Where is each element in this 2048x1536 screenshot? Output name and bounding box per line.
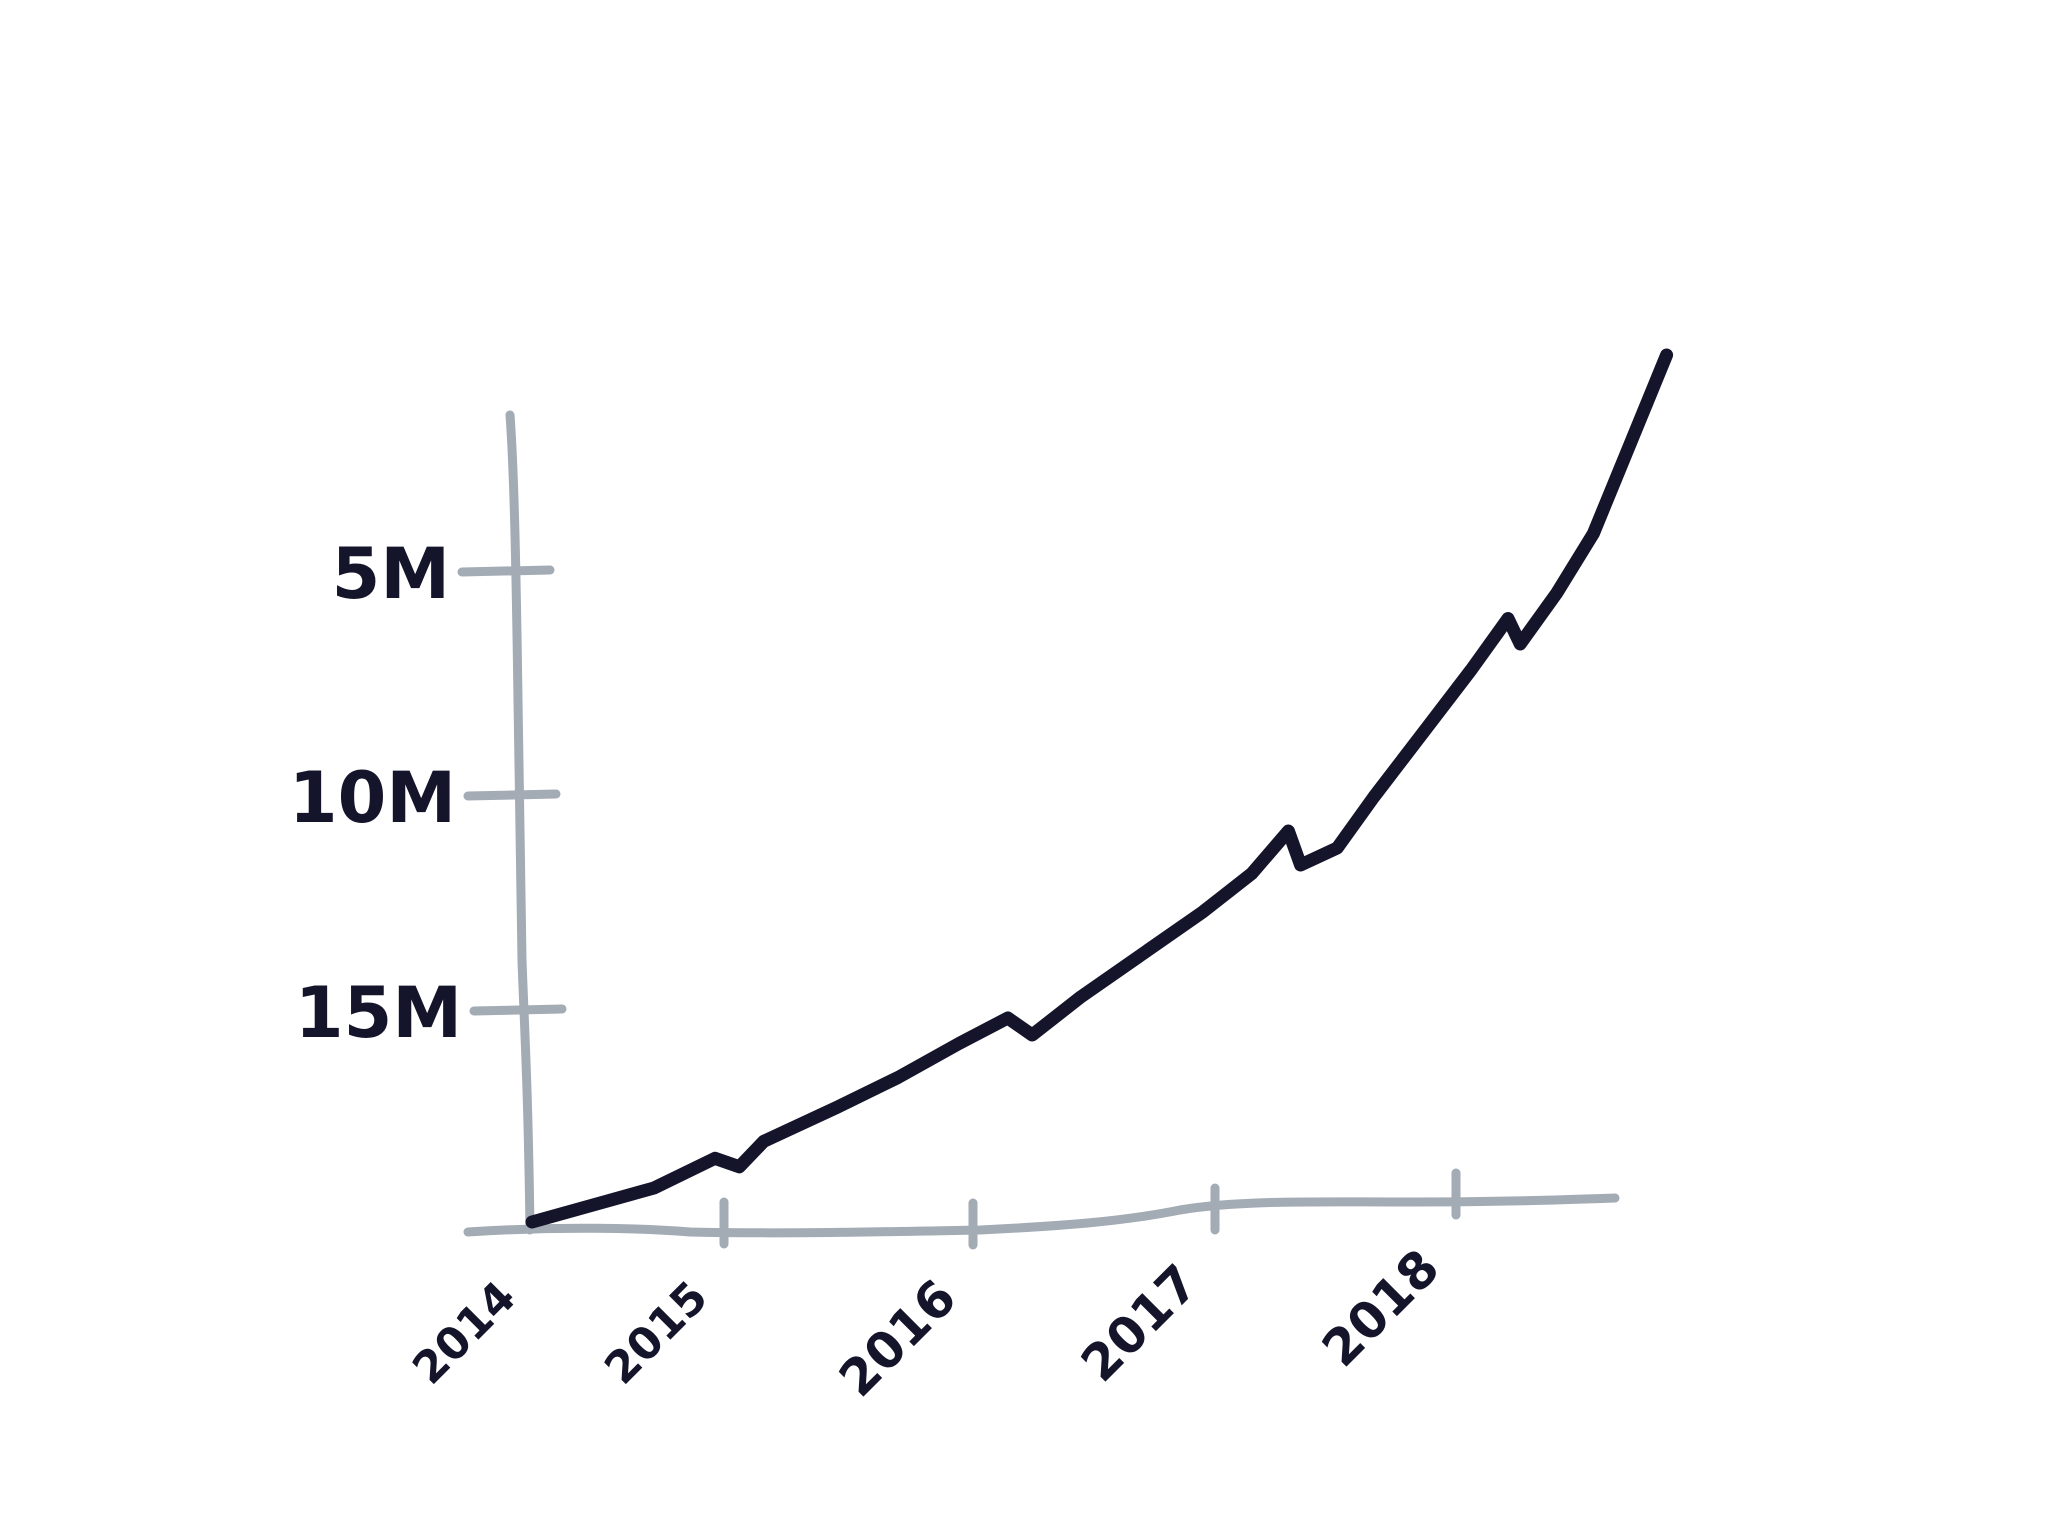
- chart-ticks: [457, 565, 1461, 1250]
- x-tick-label: 2015: [595, 1272, 718, 1395]
- y-tick-mark: [457, 565, 555, 577]
- y-tick-mark: [463, 789, 561, 801]
- y-axis-line: [505, 410, 535, 1235]
- x-axis-line: [463, 1193, 1620, 1238]
- x-tick-label: 2014: [403, 1272, 526, 1395]
- chart-axes: [463, 410, 1620, 1238]
- chart-series: [525, 348, 1674, 1229]
- x-tick-label: 2016: [828, 1268, 967, 1407]
- chart-tick-labels: 2014 2015 2016 2017 2018 5M 10M 15M: [289, 533, 1451, 1408]
- x-tick-label: 2017: [1070, 1253, 1209, 1392]
- x-tick-label: 2018: [1311, 1238, 1450, 1377]
- y-tick-label: 15M: [295, 972, 462, 1054]
- y-tick-label: 10M: [289, 757, 456, 839]
- y-tick-label: 5M: [332, 533, 450, 615]
- series-line: [525, 348, 1674, 1229]
- y-tick-mark: [469, 1004, 567, 1016]
